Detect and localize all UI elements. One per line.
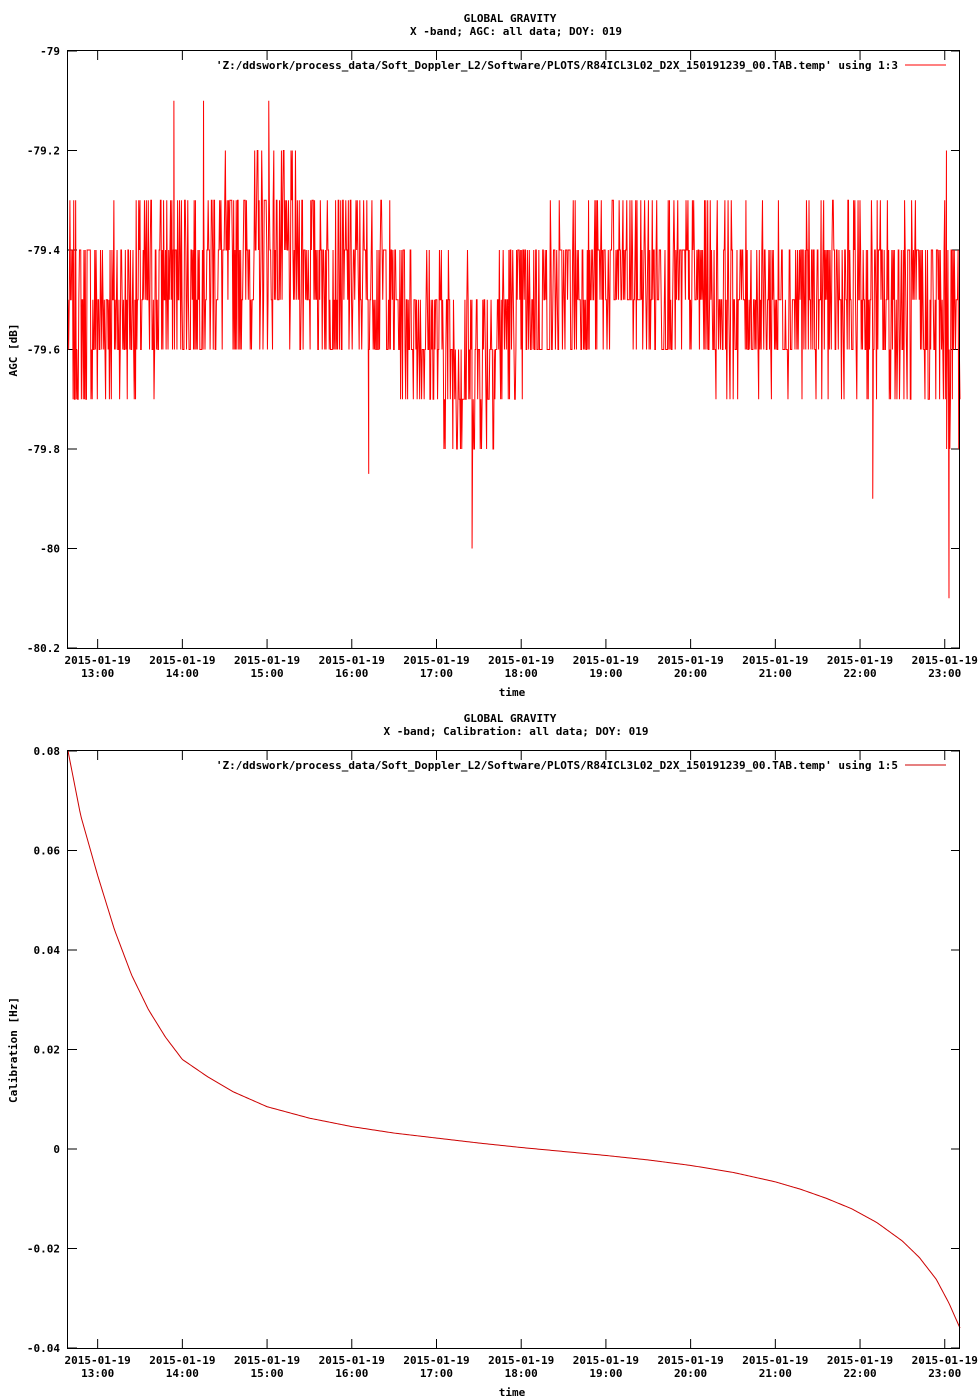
legend-label: 'Z:/ddswork/process_data/Soft_Doppler_L2… bbox=[216, 759, 898, 772]
chart-subtitle: X -band; AGC: all data; DOY: 019 bbox=[410, 25, 622, 38]
plot-frame bbox=[67, 50, 960, 649]
y-tick-label: 0.04 bbox=[34, 944, 61, 957]
calibration-chart: GLOBAL GRAVITY X -band; Calibration: all… bbox=[7, 712, 978, 1399]
x-tick-date: 2015-01-19 bbox=[488, 1354, 554, 1367]
plot-frame bbox=[67, 750, 960, 1349]
y-tick-label: -80 bbox=[40, 543, 60, 556]
x-tick-time: 19:00 bbox=[589, 1367, 622, 1380]
x-tick-time: 15:00 bbox=[251, 1367, 284, 1380]
x-tick-date: 2015-01-19 bbox=[234, 654, 300, 667]
x-tick-date: 2015-01-19 bbox=[658, 654, 724, 667]
data-series bbox=[67, 100, 961, 599]
x-tick-time: 16:00 bbox=[335, 667, 368, 680]
x-tick-time: 23:00 bbox=[928, 1367, 961, 1380]
x-tick-time: 14:00 bbox=[166, 1367, 199, 1380]
x-tick-date: 2015-01-19 bbox=[827, 654, 893, 667]
y-axis-label: AGC [dB] bbox=[7, 324, 20, 377]
x-tick-time: 18:00 bbox=[505, 1367, 538, 1380]
x-axis-label: time bbox=[499, 686, 526, 699]
x-ticks: 2015-01-1913:002015-01-1914:002015-01-19… bbox=[65, 51, 978, 680]
x-tick-date: 2015-01-19 bbox=[234, 1354, 300, 1367]
x-tick-time: 22:00 bbox=[843, 1367, 876, 1380]
x-tick-time: 15:00 bbox=[251, 667, 284, 680]
y-tick-label: -79 bbox=[40, 45, 60, 58]
x-tick-date: 2015-01-19 bbox=[488, 654, 554, 667]
y-tick-label: -79.4 bbox=[27, 244, 60, 257]
y-axis-label: Calibration [Hz] bbox=[7, 997, 20, 1103]
x-tick-date: 2015-01-19 bbox=[658, 1354, 724, 1367]
chart-subtitle: X -band; Calibration: all data; DOY: 019 bbox=[384, 725, 649, 738]
y-tick-label: 0.08 bbox=[34, 745, 61, 758]
y-tick-label: -79.2 bbox=[27, 145, 60, 158]
x-tick-date: 2015-01-19 bbox=[403, 654, 469, 667]
agc-chart: GLOBAL GRAVITY X -band; AGC: all data; D… bbox=[7, 12, 978, 699]
y-tick-label: -0.04 bbox=[27, 1342, 60, 1355]
x-tick-date: 2015-01-19 bbox=[912, 1354, 978, 1367]
x-tick-date: 2015-01-19 bbox=[827, 1354, 893, 1367]
x-ticks: 2015-01-1913:002015-01-1914:002015-01-19… bbox=[65, 751, 978, 1380]
chart-title: GLOBAL GRAVITY bbox=[464, 712, 557, 725]
x-tick-date: 2015-01-19 bbox=[149, 1354, 215, 1367]
y-ticks: 0.08 0.06 0.04 0.02 0 -0.02 -0.04 bbox=[27, 745, 960, 1355]
x-tick-time: 17:00 bbox=[420, 667, 453, 680]
y-tick-label: -80.2 bbox=[27, 642, 60, 655]
x-tick-time: 14:00 bbox=[166, 667, 199, 680]
x-tick-date: 2015-01-19 bbox=[742, 1354, 808, 1367]
x-tick-date: 2015-01-19 bbox=[573, 1354, 639, 1367]
x-tick-date: 2015-01-19 bbox=[319, 1354, 385, 1367]
legend-label: 'Z:/ddswork/process_data/Soft_Doppler_L2… bbox=[216, 59, 898, 72]
x-tick-time: 13:00 bbox=[81, 667, 114, 680]
x-tick-date: 2015-01-19 bbox=[912, 654, 978, 667]
x-tick-date: 2015-01-19 bbox=[573, 654, 639, 667]
y-tick-label: 0.06 bbox=[34, 845, 61, 858]
series-line bbox=[67, 750, 961, 1329]
x-tick-date: 2015-01-19 bbox=[403, 1354, 469, 1367]
data-series bbox=[67, 750, 961, 1329]
y-tick-label: 0 bbox=[53, 1143, 60, 1156]
y-tick-label: -79.8 bbox=[27, 443, 60, 456]
x-tick-date: 2015-01-19 bbox=[65, 654, 131, 667]
x-tick-time: 13:00 bbox=[81, 1367, 114, 1380]
x-tick-date: 2015-01-19 bbox=[65, 1354, 131, 1367]
x-tick-time: 17:00 bbox=[420, 1367, 453, 1380]
y-ticks: -79 -79.2 -79.4 -79.6 -79.8 -80 -80.2 bbox=[27, 45, 960, 655]
x-tick-date: 2015-01-19 bbox=[742, 654, 808, 667]
x-axis-label: time bbox=[499, 1386, 526, 1399]
x-tick-time: 18:00 bbox=[505, 667, 538, 680]
series-line bbox=[67, 100, 961, 599]
x-tick-time: 23:00 bbox=[928, 667, 961, 680]
x-tick-time: 21:00 bbox=[759, 1367, 792, 1380]
x-tick-date: 2015-01-19 bbox=[149, 654, 215, 667]
x-tick-time: 22:00 bbox=[843, 667, 876, 680]
x-tick-date: 2015-01-19 bbox=[319, 654, 385, 667]
y-tick-label: -79.6 bbox=[27, 344, 60, 357]
y-tick-label: -0.02 bbox=[27, 1243, 60, 1256]
x-tick-time: 21:00 bbox=[759, 667, 792, 680]
chart-title: GLOBAL GRAVITY bbox=[464, 12, 557, 25]
x-tick-time: 19:00 bbox=[589, 667, 622, 680]
x-tick-time: 20:00 bbox=[674, 1367, 707, 1380]
x-tick-time: 16:00 bbox=[335, 1367, 368, 1380]
x-tick-time: 20:00 bbox=[674, 667, 707, 680]
y-tick-label: 0.02 bbox=[34, 1044, 61, 1057]
